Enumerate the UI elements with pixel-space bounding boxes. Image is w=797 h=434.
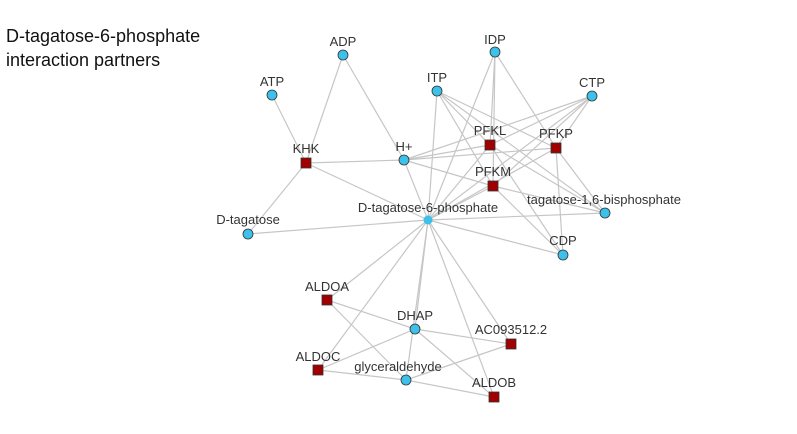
edge-dt6p-aldoc	[317, 219, 429, 371]
node-adp[interactable]	[337, 49, 349, 61]
node-pfkp[interactable]	[550, 142, 562, 154]
edge-dhap-ac093512	[414, 328, 512, 345]
edge-pfkl-t16bp	[489, 144, 606, 214]
node-label-pfkm: PFKM	[475, 164, 511, 179]
node-label-dhap: DHAP	[397, 308, 433, 323]
title-line-1: D-tagatose-6-phosphate	[6, 26, 201, 46]
edge-dt6p-glyc	[405, 219, 429, 381]
edge-ac093512-glyc	[405, 343, 512, 381]
edge-ctp-pfkm	[492, 95, 593, 187]
node-label-adp: ADP	[330, 34, 357, 49]
node-label-glyc: glyceraldehyde	[354, 359, 441, 374]
node-label-cdp: CDP	[549, 233, 576, 248]
node-itp[interactable]	[431, 85, 443, 97]
edge-adp-khk	[305, 54, 344, 164]
edge-pfkp-cdp	[555, 147, 564, 256]
edge-aldoa-glyc	[326, 299, 407, 381]
edge-khk-dt6p	[305, 162, 429, 221]
node-dtag[interactable]	[242, 228, 254, 240]
node-dt6p[interactable]	[423, 215, 433, 225]
page-title: D-tagatose-6-phosphate interaction partn…	[6, 24, 200, 72]
edge-pfkl-cdp	[489, 144, 564, 256]
edge-ctp-pfkp	[555, 95, 593, 149]
edge-idp-pfkp	[494, 51, 557, 149]
edge-pfkp-t16bp	[555, 147, 606, 214]
node-label-pfkl: PFKL	[474, 123, 507, 138]
node-label-khk: KHK	[293, 141, 320, 156]
edge-dhap-aldoc	[317, 328, 416, 371]
node-label-itp: ITP	[427, 70, 447, 85]
node-pfkl[interactable]	[484, 139, 496, 151]
edge-dt6p-ac093512	[427, 219, 512, 345]
edge-idp-dt6p	[427, 51, 496, 221]
node-layer	[242, 46, 611, 403]
edge-layer	[247, 51, 606, 398]
edge-h-pfkm	[403, 159, 494, 187]
edge-itp-pfkm	[436, 90, 494, 187]
node-label-pfkp: PFKP	[539, 126, 573, 141]
edge-pfkm-t16bp	[492, 185, 606, 214]
edge-aldoa-dhap	[326, 299, 416, 330]
edge-aldoc-glyc	[317, 369, 407, 381]
node-atp[interactable]	[266, 89, 278, 101]
node-label-ac093512: AC093512.2	[475, 322, 547, 337]
node-label-dt6p: D-tagatose-6-phosphate	[358, 200, 498, 215]
edge-h-dt6p	[403, 159, 429, 221]
node-idp[interactable]	[489, 46, 501, 58]
node-pfkm[interactable]	[487, 180, 499, 192]
node-label-aldoc: ALDOC	[296, 349, 341, 364]
node-h[interactable]	[398, 154, 410, 166]
title-line-2: interaction partners	[6, 50, 161, 70]
node-ac093512[interactable]	[505, 338, 517, 350]
edge-dt6p-dtag	[247, 219, 429, 235]
node-label-atp: ATP	[260, 74, 284, 89]
edge-dt6p-aldoa	[326, 219, 429, 301]
node-label-ctp: CTP	[579, 75, 605, 90]
node-aldoa[interactable]	[321, 294, 333, 306]
edge-itp-t16bp	[436, 90, 606, 214]
edge-pfkm-cdp	[492, 185, 564, 256]
node-dhap[interactable]	[409, 323, 421, 335]
node-label-idp: IDP	[484, 32, 506, 47]
edge-ctp-dt6p	[427, 95, 593, 221]
node-label-h: H+	[396, 139, 413, 154]
edge-glyc-aldob	[405, 379, 495, 398]
node-aldob[interactable]	[488, 391, 500, 403]
edge-khk-h	[305, 159, 405, 164]
node-ctp[interactable]	[586, 90, 598, 102]
edge-idp-pfkm	[492, 51, 496, 187]
edge-pfkl-dt6p	[427, 144, 491, 221]
node-cdp[interactable]	[557, 249, 569, 261]
edge-ctp-h	[403, 95, 593, 161]
edge-dt6p-aldob	[427, 219, 495, 398]
edge-pfkm-dt6p	[427, 185, 494, 221]
node-aldoc[interactable]	[312, 364, 324, 376]
edge-dt6p-cdp	[427, 219, 564, 256]
node-glyc[interactable]	[400, 374, 412, 386]
node-label-dtag: D-tagatose	[216, 212, 280, 227]
edge-khk-dtag	[247, 162, 307, 235]
node-label-aldoa: ALDOA	[305, 279, 349, 294]
label-layer: ADP IDP ATP ITP CTP PFKL PFKP KHK H+ PFKM tagatose…	[216, 32, 681, 390]
node-t16bp[interactable]	[599, 207, 611, 219]
node-label-aldob: ALDOB	[472, 375, 516, 390]
edge-adp-h	[342, 54, 405, 161]
node-label-t16bp: tagatose-1,6-bisphosphate	[527, 192, 681, 207]
node-khk[interactable]	[300, 157, 312, 169]
edge-itp-pfkl	[436, 90, 491, 146]
edge-h-pfkp	[403, 147, 557, 161]
edge-dt6p-t16bp	[427, 212, 606, 221]
edge-h-pfkl	[403, 144, 491, 161]
edge-atp-khk	[271, 94, 307, 164]
edge-ctp-pfkl	[489, 95, 593, 146]
